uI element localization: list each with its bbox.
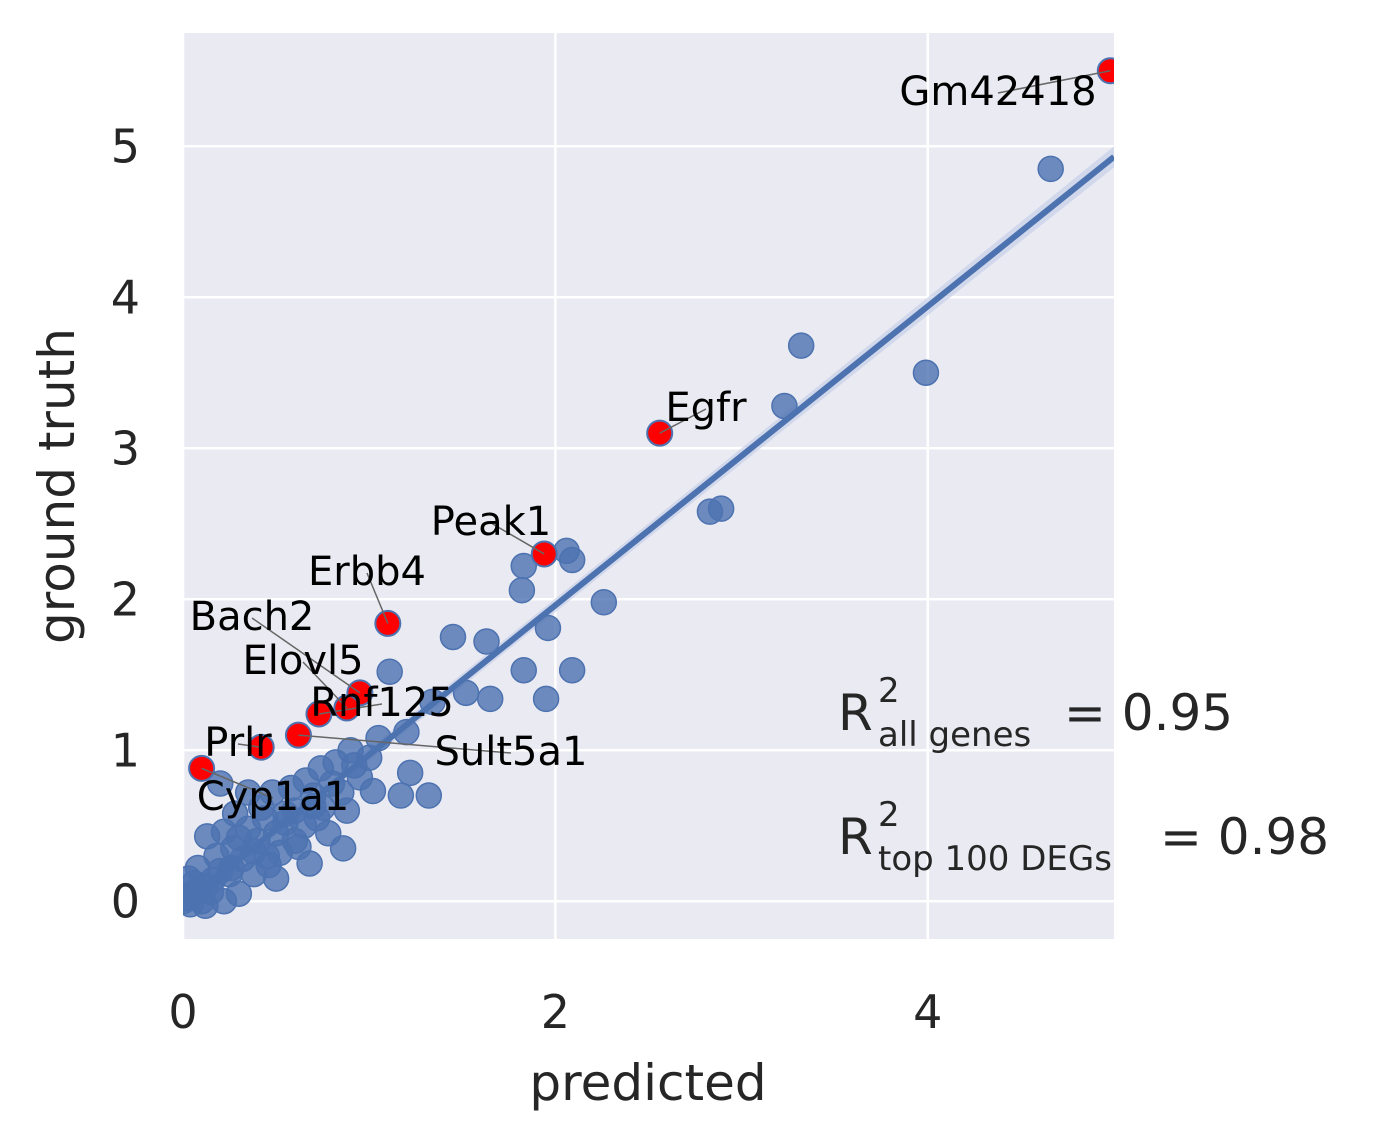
gene-label: Elovl5 [242,638,363,684]
highlight-point [1096,57,1114,85]
leader-line [366,572,389,624]
data-point [387,782,415,809]
y-tick-labels: 0 1 2 3 4 5 [111,119,140,928]
r2-top-value: = 0.98 [1160,808,1329,866]
gene-label: Rnf125 [310,680,454,726]
gene-labels: Gm42418 Egfr Peak1Erbb4Bach2Elovl5Rnf125Su… [190,69,1097,820]
data-point [590,589,618,616]
r2-all-sub: all genes [878,715,1031,755]
data-point [333,797,361,824]
x-tick-label: 0 [168,985,197,1039]
data-point [439,623,467,651]
data-point [376,658,403,685]
r2-all-value: = 0.95 [1064,684,1233,742]
data-point [285,833,312,861]
y-tick-label: 0 [111,874,140,928]
data-point [534,614,562,642]
leader-line [302,661,348,709]
data-point [696,498,724,525]
data-point [532,685,560,713]
leader-line [659,408,707,434]
gene-label: Peak1 [431,499,551,545]
data-point [473,628,500,655]
y-tick-label: 5 [111,119,140,173]
leader-line [237,743,262,748]
data-point [210,818,238,846]
y-axis-label: ground truth [28,328,86,644]
r2-top-sub: top 100 DEGs [878,839,1112,879]
gene-label: Erbb4 [308,549,426,595]
r2-all-genes-annotation: R 2 all genes = 0.95 [838,671,1233,755]
r2-top-base: R [838,808,873,866]
data-point [787,332,815,359]
leader-line [298,734,512,754]
y-tick-label: 4 [111,270,140,324]
gene-label: Cyp1a1 [197,774,349,820]
leader-line [318,703,383,715]
x-axis-label: predicted [529,1054,766,1112]
y-tick-label: 2 [111,572,140,626]
r2-top-degs-annotation: R 2 top 100 DEGs = 0.98 [838,795,1329,879]
data-point [558,546,586,574]
data-point [558,656,586,684]
gene-label: Gm42418 [899,69,1096,115]
leader-line [201,767,274,799]
leader-line [490,522,545,555]
data-point [322,749,349,776]
x-tick-label: 4 [913,985,942,1039]
gene-label: Sult5a1 [435,729,588,775]
data-point [415,782,443,809]
regression-line [183,154,1114,907]
data-point [912,359,940,386]
x-tick-labels: 0 2 4 [168,985,942,1039]
grid-lines [181,33,1114,939]
gene-label: Egfr [665,385,747,431]
data-point [508,576,536,604]
leader-line [997,70,1111,94]
data-point [206,770,234,797]
data-points [183,155,1064,920]
r2-top-sup: 2 [878,795,900,835]
data-point [476,685,504,713]
y-tick-label: 3 [111,421,140,475]
gene-label: Bach2 [190,594,315,640]
data-point [1037,155,1064,183]
r2-all-sup: 2 [878,671,900,711]
data-point [510,656,537,684]
gene-label: Prlr [204,720,272,766]
data-point [396,759,424,787]
data-point [314,820,342,847]
x-tick-label: 2 [541,985,570,1039]
y-tick-label: 1 [111,723,140,777]
r2-all-base: R [838,684,873,742]
leader-line [251,617,361,694]
label-leader-lines [201,70,1111,799]
data-point [192,892,219,920]
